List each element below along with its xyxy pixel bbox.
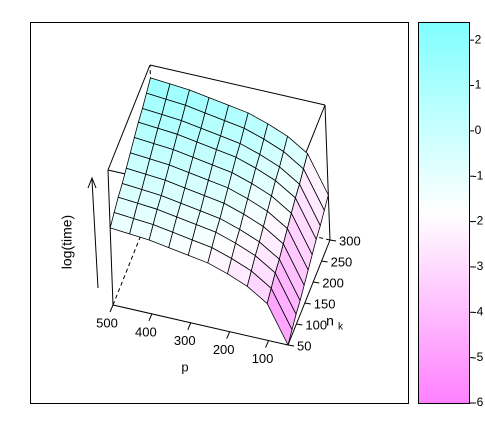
z-axis-title: log(time)	[59, 215, 75, 269]
y-tick-label: 250	[331, 254, 353, 269]
x-tick	[148, 313, 153, 322]
box-edge	[324, 104, 331, 241]
y-axis-title: n	[326, 313, 334, 329]
y-tick-label: 100	[305, 317, 327, 332]
colorbar-tick-label: -4	[473, 304, 484, 318]
colorbar-tick-label: 2	[475, 32, 482, 46]
y-tick	[296, 323, 303, 326]
box-edge	[107, 169, 114, 306]
colorbar-tick-label: -3	[473, 259, 484, 273]
y-tick-label: 50	[297, 338, 311, 353]
box-edge	[107, 64, 151, 171]
colorbar-tick-label: -5	[473, 350, 484, 364]
surface-facet	[266, 287, 293, 346]
z-axis-arrowhead	[87, 176, 97, 189]
colorbar-tick-label: -6	[473, 395, 484, 409]
plot-frame	[30, 22, 409, 404]
x-tick	[109, 304, 114, 313]
x-tick-label: 400	[135, 324, 157, 339]
z-axis-arrow	[91, 179, 99, 289]
y-tick-label: 150	[314, 296, 336, 311]
x-tick-label: 300	[174, 333, 196, 348]
y-tick	[313, 281, 320, 284]
colorbar-tick-label: -1	[473, 168, 484, 182]
x-tick-label: 200	[213, 342, 235, 357]
y-tick	[304, 302, 311, 305]
y-tick-label: 200	[322, 275, 344, 290]
x-tick-label: 500	[96, 315, 118, 330]
surface	[109, 77, 329, 346]
colorbar-tick-label: -2	[473, 214, 484, 228]
y-tick-label: 300	[339, 233, 361, 248]
y-axis-title-sub: k	[338, 322, 344, 333]
x-axis-title: p	[181, 359, 188, 374]
x-tick	[187, 322, 192, 330]
y-tick	[287, 344, 295, 347]
x-tick	[265, 340, 270, 348]
x-tick	[226, 331, 231, 339]
box-edge	[112, 304, 289, 346]
x-tick-label: 100	[252, 351, 274, 366]
colorbar-tick-label: 1	[475, 78, 482, 92]
box-edge	[287, 239, 331, 346]
colorbar-tick-label: 0	[475, 123, 482, 137]
y-tick	[329, 239, 337, 242]
colorbar	[418, 22, 470, 404]
y-tick	[321, 260, 328, 263]
box-edge	[149, 64, 326, 106]
